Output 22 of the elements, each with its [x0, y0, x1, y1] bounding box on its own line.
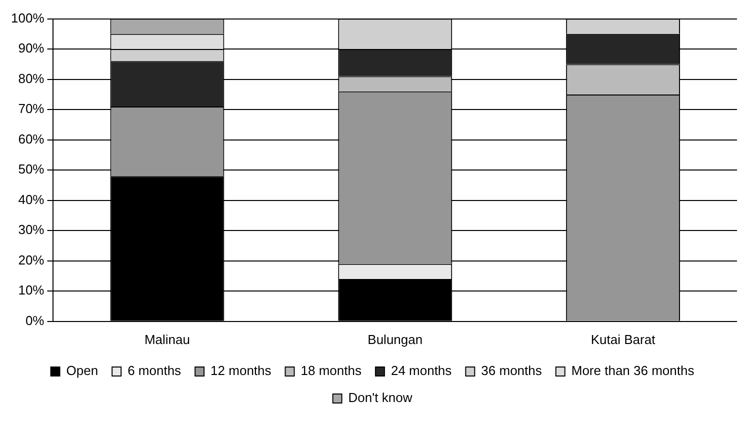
y-tick-label: 60%	[18, 131, 45, 146]
y-tick-label: 10%	[18, 282, 45, 298]
legend-label: 36 months	[481, 363, 542, 378]
y-tick-label: 20%	[18, 252, 45, 268]
y-tick-label: 0%	[25, 312, 45, 328]
x-tick-label: Malinau	[144, 332, 190, 347]
x-tick-label: Kutai Barat	[590, 332, 656, 347]
y-tick-label: 50%	[18, 162, 45, 177]
y-tick-label: 40%	[18, 192, 45, 207]
y-tick-label: 90%	[18, 40, 45, 56]
legend-label: 18 months	[300, 363, 362, 378]
legend-label: 24 months	[390, 363, 452, 378]
y-tick-label: 30%	[18, 222, 45, 238]
legend-label: Open	[66, 363, 98, 378]
legend-label: More than 36 months	[571, 363, 695, 378]
legend-label: 12 months	[210, 363, 272, 378]
legend-label: Don't know	[348, 390, 413, 406]
y-tick-label: 100%	[11, 10, 45, 26]
y-tick-label: 70%	[18, 101, 45, 116]
x-tick-label: Bulungan	[368, 332, 423, 347]
y-tick-label: 80%	[18, 70, 45, 86]
legend-label: 6 months	[128, 363, 182, 378]
